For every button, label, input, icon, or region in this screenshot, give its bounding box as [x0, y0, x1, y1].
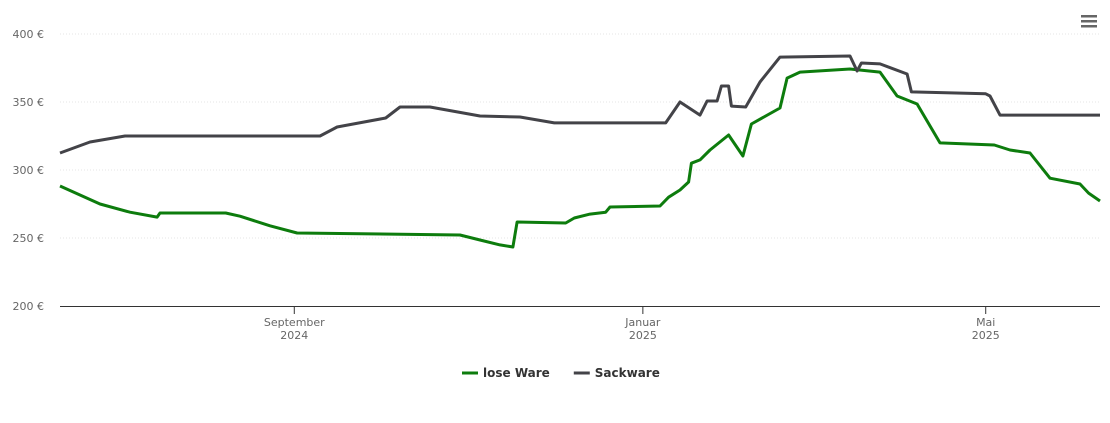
- menu-bar: [1081, 20, 1097, 23]
- menu-bar: [1081, 15, 1097, 18]
- x-tick-label: September 2024: [264, 316, 325, 342]
- legend: lose Ware Sackware: [462, 366, 660, 380]
- series-line: [59, 67, 1101, 249]
- x-tick-label: Januar 2025: [624, 316, 661, 342]
- y-tick-label: 200 €: [13, 300, 45, 313]
- y-tick-label: 400 €: [13, 28, 45, 41]
- menu-bar: [1081, 25, 1097, 28]
- menu-icon[interactable]: [1081, 15, 1097, 28]
- legend-item[interactable]: lose Ware: [462, 366, 550, 380]
- legend-label: lose Ware: [483, 366, 550, 380]
- y-tick-label: 350 €: [13, 96, 45, 109]
- legend-label: Sackware: [595, 366, 660, 380]
- y-tick-label: 250 €: [13, 232, 45, 245]
- y-tick-label: 300 €: [13, 164, 45, 177]
- x-tick-label: Mai 2025: [972, 316, 1000, 342]
- legend-item[interactable]: Sackware: [573, 366, 660, 380]
- series-line: [59, 54, 1100, 155]
